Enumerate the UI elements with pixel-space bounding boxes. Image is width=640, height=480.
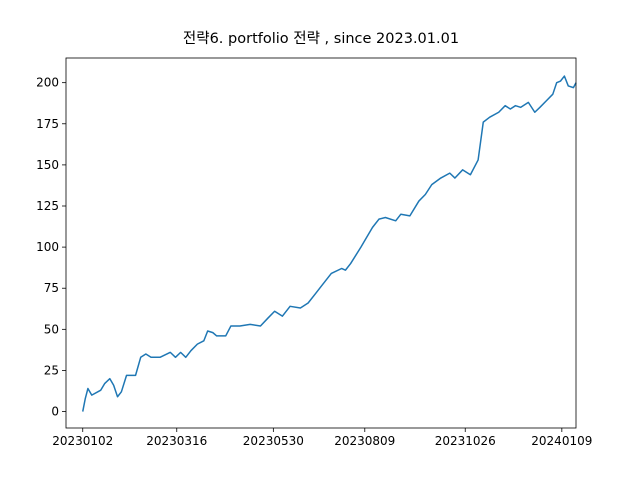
y-tick-label: 75 (44, 281, 59, 295)
x-tick-label: 20230102 (52, 434, 113, 448)
y-tick-label: 100 (36, 240, 59, 254)
y-tick-label: 200 (36, 76, 59, 90)
y-tick-label: 175 (36, 117, 59, 131)
y-tick-label: 50 (44, 322, 59, 336)
x-tick-label: 20240109 (531, 434, 592, 448)
chart-title: 전략6. portfolio 전략 , since 2023.01.01 (183, 30, 459, 47)
y-tick-label: 150 (36, 158, 59, 172)
x-tick-label: 20230530 (243, 434, 304, 448)
x-tick-label: 20230316 (146, 434, 207, 448)
x-tick-label: 20231026 (435, 434, 496, 448)
x-tick-label: 20230809 (334, 434, 395, 448)
y-tick-label: 125 (36, 199, 59, 213)
y-tick-label: 25 (44, 363, 59, 377)
y-tick-label: 0 (51, 405, 59, 419)
data-line (82, 75, 577, 412)
plot-frame (65, 57, 577, 429)
